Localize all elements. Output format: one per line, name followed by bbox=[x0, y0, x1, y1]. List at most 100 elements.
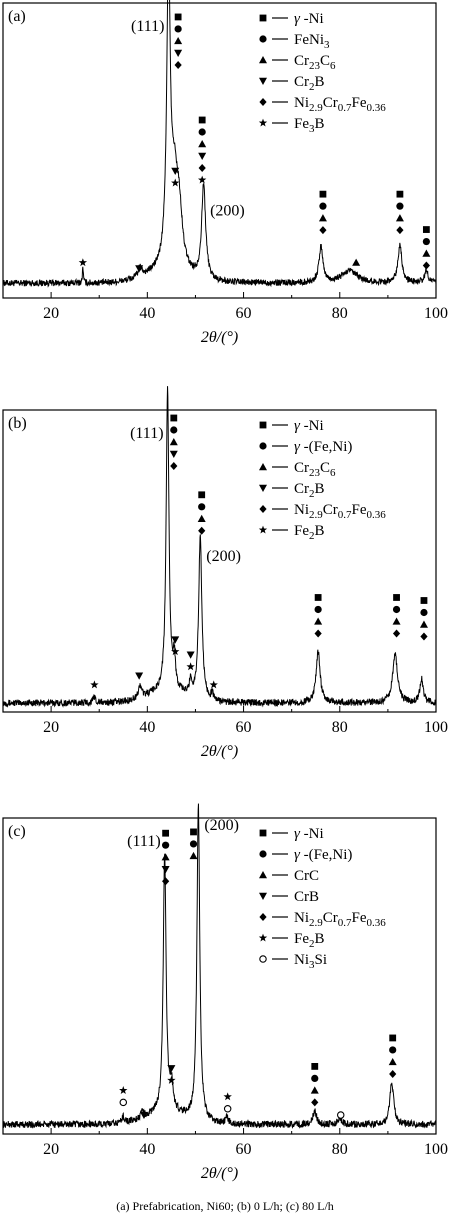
filled-diamond-marker bbox=[319, 226, 327, 235]
filled-triangle-up-marker bbox=[392, 617, 401, 625]
x-axis-label: 2θ/(°) bbox=[201, 743, 238, 760]
filled-square-marker bbox=[393, 594, 400, 601]
filled-square-marker bbox=[174, 13, 182, 21]
filled-triangle-up-marker bbox=[198, 140, 207, 148]
legend-label: Ni2.9​Cr0.7​Fe0.36​ bbox=[294, 95, 386, 114]
marker-stack bbox=[186, 651, 195, 671]
peak-label: (111) bbox=[130, 425, 163, 442]
filled-star-marker bbox=[119, 1086, 128, 1094]
x-tick-label: 100 bbox=[424, 305, 448, 322]
legend-label: Fe2​B bbox=[294, 523, 325, 542]
marker-stack bbox=[169, 414, 178, 470]
filled-triangle-up-marker bbox=[314, 617, 323, 625]
filled-circle-marker bbox=[174, 25, 182, 33]
filled-triangle-up-marker bbox=[197, 514, 206, 522]
legend-entry: Cr23​C6​ bbox=[259, 53, 336, 72]
marker-stack bbox=[318, 190, 327, 235]
marker-stack bbox=[223, 1092, 232, 1113]
filled-triangle-down-marker bbox=[259, 892, 267, 900]
legend-label: γ -(Fe,Ni) bbox=[294, 847, 352, 863]
legend-label: Fe2​B bbox=[294, 931, 325, 950]
filled-triangle-down-marker bbox=[171, 167, 180, 175]
peak-label: (200) bbox=[204, 817, 239, 834]
filled-circle-marker bbox=[189, 840, 198, 848]
filled-triangle-down-marker bbox=[139, 1111, 148, 1120]
marker-stack bbox=[388, 1034, 397, 1078]
open-circle-marker bbox=[223, 1104, 232, 1113]
filled-triangle-up-marker bbox=[259, 463, 267, 471]
filled-circle-marker bbox=[259, 850, 267, 858]
x-tick-label: 40 bbox=[139, 305, 155, 322]
filled-circle-marker bbox=[259, 442, 267, 450]
x-axis-label: 2θ/(°) bbox=[201, 1165, 238, 1182]
filled-triangle-up-marker bbox=[395, 214, 404, 222]
filled-triangle-down-marker bbox=[198, 152, 207, 160]
filled-diamond-marker bbox=[174, 60, 182, 69]
filled-triangle-up-marker bbox=[388, 1057, 397, 1066]
filled-circle-marker bbox=[170, 426, 178, 434]
legend-label: γ -Ni bbox=[294, 418, 324, 434]
filled-triangle-up-marker bbox=[169, 438, 178, 446]
marker-stack bbox=[392, 594, 401, 638]
filled-diamond-marker bbox=[422, 261, 430, 270]
filled-square-marker bbox=[420, 597, 428, 604]
x-tick-label: 20 bbox=[43, 305, 59, 322]
filled-square-marker bbox=[422, 226, 430, 233]
legend-entry: Fe2​B bbox=[258, 523, 325, 542]
filled-square-marker bbox=[311, 1063, 319, 1070]
legend-label: Cr2​B bbox=[294, 481, 325, 500]
filled-circle-marker bbox=[422, 237, 430, 246]
filled-star-marker bbox=[223, 1092, 232, 1101]
filled-star-marker bbox=[167, 1075, 176, 1084]
filled-star-marker bbox=[258, 525, 268, 534]
filled-square-marker bbox=[259, 829, 267, 837]
marker-stack bbox=[419, 597, 428, 641]
filled-triangle-down-marker bbox=[259, 77, 267, 85]
x-tick-label: 60 bbox=[236, 1141, 252, 1158]
figure-caption: (a) Prefabrication, Ni60; (b) 0 L/h; (c)… bbox=[116, 1199, 334, 1213]
filled-star-marker bbox=[90, 680, 99, 689]
filled-diamond-marker bbox=[162, 877, 170, 886]
peak-label: (111) bbox=[131, 18, 164, 35]
filled-diamond-marker bbox=[314, 629, 322, 638]
filled-diamond-marker bbox=[259, 505, 267, 513]
marker-stack bbox=[422, 226, 431, 270]
filled-triangle-down-marker bbox=[135, 672, 144, 680]
x-tick-label: 20 bbox=[43, 1141, 59, 1158]
filled-diamond-marker bbox=[396, 226, 404, 235]
filled-triangle-down-marker bbox=[259, 484, 267, 492]
marker-stack bbox=[310, 1063, 319, 1107]
legend-label: γ -(Fe,Ni) bbox=[294, 439, 352, 455]
marker-stack bbox=[171, 636, 180, 656]
filled-diamond-marker bbox=[259, 98, 267, 106]
x-tick-label: 40 bbox=[139, 1141, 155, 1158]
legend-entry: Ni2.9​Cr0.7​Fe0.36​ bbox=[259, 95, 386, 114]
marker-stack bbox=[352, 258, 361, 266]
legend-entry: γ -(Fe,Ni) bbox=[259, 439, 352, 455]
filled-square-marker bbox=[198, 491, 206, 499]
open-circle-marker bbox=[336, 1111, 345, 1119]
filled-triangle-up-marker bbox=[259, 871, 267, 879]
filled-triangle-up-marker bbox=[422, 249, 431, 257]
filled-circle-marker bbox=[162, 841, 170, 849]
x-tick-label: 80 bbox=[332, 719, 348, 736]
legend-entry: Cr2​B bbox=[259, 481, 325, 500]
open-circle-marker bbox=[119, 1098, 128, 1107]
filled-star-marker bbox=[78, 258, 88, 267]
filled-circle-marker bbox=[198, 503, 206, 511]
filled-square-marker bbox=[198, 116, 206, 124]
xrd-trace bbox=[2, 386, 437, 708]
plot-frame bbox=[2, 817, 437, 1135]
filled-diamond-marker bbox=[420, 632, 428, 641]
legend-entry: γ -Ni bbox=[259, 11, 324, 27]
filled-triangle-up-marker bbox=[310, 1086, 319, 1094]
legend-label: Ni2.9​Cr0.7​Fe0.36​ bbox=[294, 910, 386, 929]
legend-entry: FeNi3​ bbox=[259, 32, 330, 51]
legend-entry: Fe2​B bbox=[258, 931, 325, 950]
legend-entry: Ni2.9​Cr0.7​Fe0.36​ bbox=[259, 502, 386, 521]
x-tick-label: 40 bbox=[139, 719, 155, 736]
plot-frame bbox=[2, 409, 437, 713]
xrd-trace bbox=[2, 0, 437, 288]
legend-label: Cr23​C6​ bbox=[294, 460, 336, 479]
